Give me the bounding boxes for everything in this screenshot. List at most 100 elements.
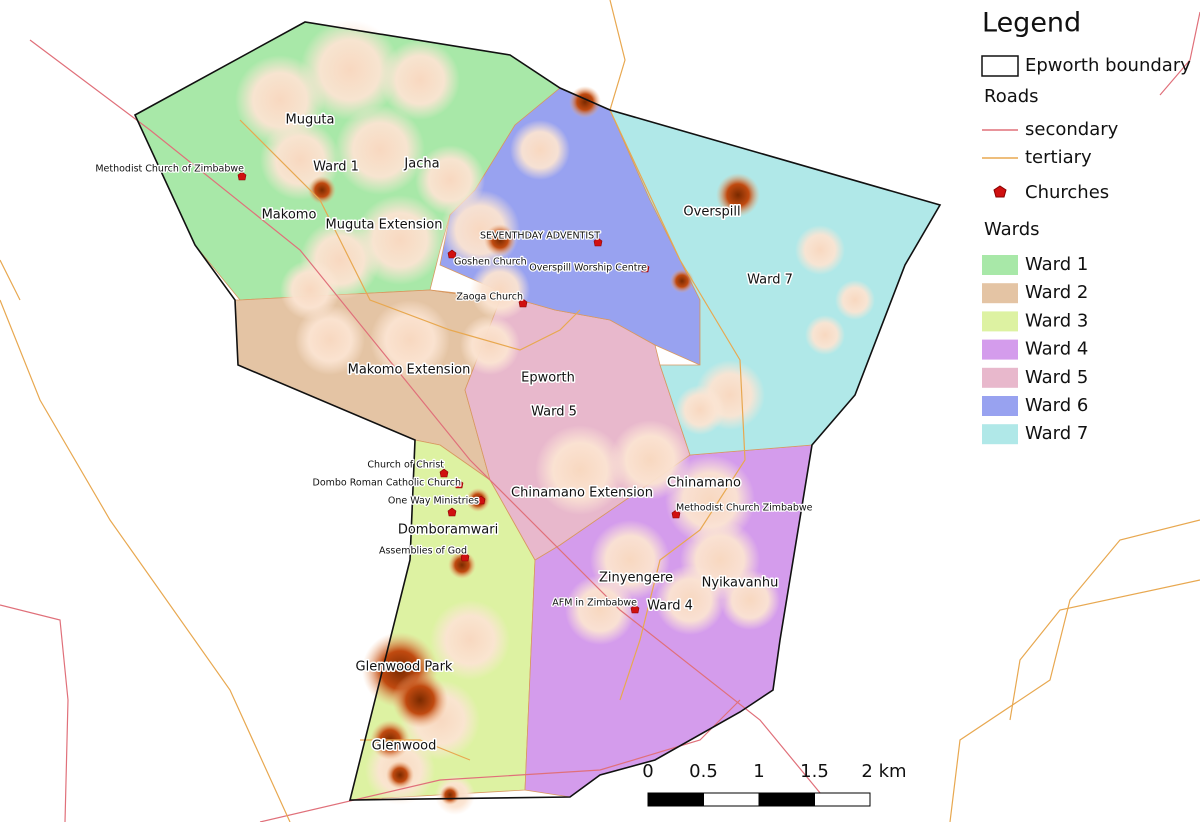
density-blob — [295, 305, 365, 375]
tertiary-road — [0, 259, 21, 301]
place-label: Muguta — [285, 113, 334, 128]
density-blob — [565, 575, 635, 645]
church-label: Overspill Worship Centre — [529, 263, 647, 274]
church-marker — [518, 298, 528, 308]
scale-label: 2 km — [861, 761, 906, 782]
legend-ward-swatch — [982, 283, 1018, 304]
secondary-road — [0, 604, 69, 822]
legend-ward: Ward 3 — [1025, 310, 1088, 331]
church-label: Assemblies of God — [379, 546, 467, 557]
secondary-road — [1159, 11, 1200, 96]
church-label: One Way Ministries — [388, 496, 479, 507]
church-marker — [630, 604, 640, 614]
place-label: Ward 1 — [313, 160, 359, 175]
legend-title: Legend — [982, 8, 1081, 39]
legend-boundary: Epworth boundary — [1025, 55, 1191, 76]
place-label: Chinamano Extension — [511, 486, 653, 501]
legend-ward: Ward 2 — [1025, 282, 1088, 303]
legend-ward: Ward 7 — [1025, 423, 1088, 444]
scale-label: 1.5 — [800, 761, 829, 782]
place-label: Zinyengere — [599, 571, 673, 586]
church-marker — [454, 479, 464, 489]
ward-area — [234, 289, 501, 481]
scale-label: 1 — [753, 761, 764, 782]
hotspot — [484, 224, 516, 256]
tertiary-road — [1009, 579, 1200, 721]
church-marker — [671, 509, 681, 519]
heatmap — [235, 20, 875, 815]
place-label: Ward 7 — [747, 273, 793, 288]
hotspot — [386, 761, 414, 789]
legend-ward: Ward 1 — [1025, 254, 1088, 275]
legend-ward-swatch — [982, 424, 1018, 445]
hotspot — [569, 86, 601, 118]
place-label: Chinamano — [667, 476, 741, 491]
place-label: Muguta Extension — [326, 218, 443, 233]
hotspot — [392, 672, 448, 728]
place-label: Ward 5 — [531, 405, 577, 420]
church-marker — [439, 468, 449, 478]
hotspot — [448, 551, 476, 579]
tertiary-road — [360, 739, 471, 761]
legend-ward: Ward 6 — [1025, 395, 1088, 416]
church-label: SEVENTHDAY ADVENTIST — [480, 231, 600, 242]
density-blob — [470, 260, 530, 320]
density-blob — [460, 315, 520, 375]
density-blob — [300, 20, 400, 120]
scale-label: 0 — [642, 761, 653, 782]
place-label: Overspill — [683, 205, 740, 220]
legend-ward-swatch — [982, 311, 1018, 332]
hotspot — [716, 173, 760, 217]
legend-ward-swatch — [982, 339, 1018, 360]
legend-ward-swatch — [982, 396, 1018, 416]
church-marker — [476, 495, 486, 505]
place-label: Glenwood Park — [356, 660, 453, 675]
church-marker — [593, 237, 603, 247]
place-label: Epworth — [521, 371, 575, 386]
church-label: Methodist Church Zimbabwe — [676, 503, 813, 514]
church-label: Goshen Church — [454, 257, 527, 268]
legend-wards-heading: Wards — [984, 219, 1040, 240]
hotspot — [308, 176, 336, 204]
place-label: Nyikavanhu — [702, 576, 779, 591]
church-label: Zaoga Church — [456, 292, 523, 303]
scale-segment — [758, 792, 815, 807]
church-label: Dombo Roman Catholic Church — [313, 478, 462, 489]
density-blob — [805, 315, 845, 355]
tertiary-road — [949, 519, 1200, 822]
church-marker — [447, 507, 457, 517]
density-blob — [280, 260, 340, 320]
secondary-road — [29, 39, 831, 806]
density-blob — [535, 425, 625, 515]
epworth-boundary — [133, 21, 942, 801]
church-marker — [237, 171, 247, 181]
density-blob — [720, 570, 780, 630]
density-blob — [335, 105, 425, 195]
place-label: Makomo — [262, 208, 317, 223]
density-blob — [510, 120, 570, 180]
legend-church-marker — [993, 185, 1007, 198]
legend-boundary-swatch — [981, 55, 1019, 77]
church-label: Methodist Church of Zimbabwe — [95, 164, 244, 175]
legend: Legend Epworth boundary Roads Churches W… — [981, 8, 1191, 445]
legend-ward-swatch — [982, 367, 1018, 388]
scale-bar: 0 0.5 1 1.5 2 km — [642, 761, 907, 807]
density-blob — [655, 565, 725, 635]
place-label: Domboramwari — [398, 523, 498, 538]
legend-road: secondary — [1025, 119, 1119, 140]
density-blob — [835, 280, 875, 320]
legend-road: tertiary — [1025, 147, 1092, 168]
density-blob — [795, 225, 845, 275]
scale-segment — [703, 792, 760, 807]
place-label: Ward 4 — [647, 599, 693, 614]
legend-ward: Ward 4 — [1025, 339, 1088, 360]
place-label: Makomo Extension — [348, 363, 471, 378]
legend-ward-swatch — [982, 255, 1018, 275]
tertiary-road — [239, 119, 581, 351]
church-label: AFM in Zimbabwe — [552, 598, 637, 609]
scale-segment — [647, 792, 704, 807]
scale-segment — [814, 792, 871, 807]
density-blob — [370, 300, 450, 380]
hotspot — [670, 269, 694, 293]
